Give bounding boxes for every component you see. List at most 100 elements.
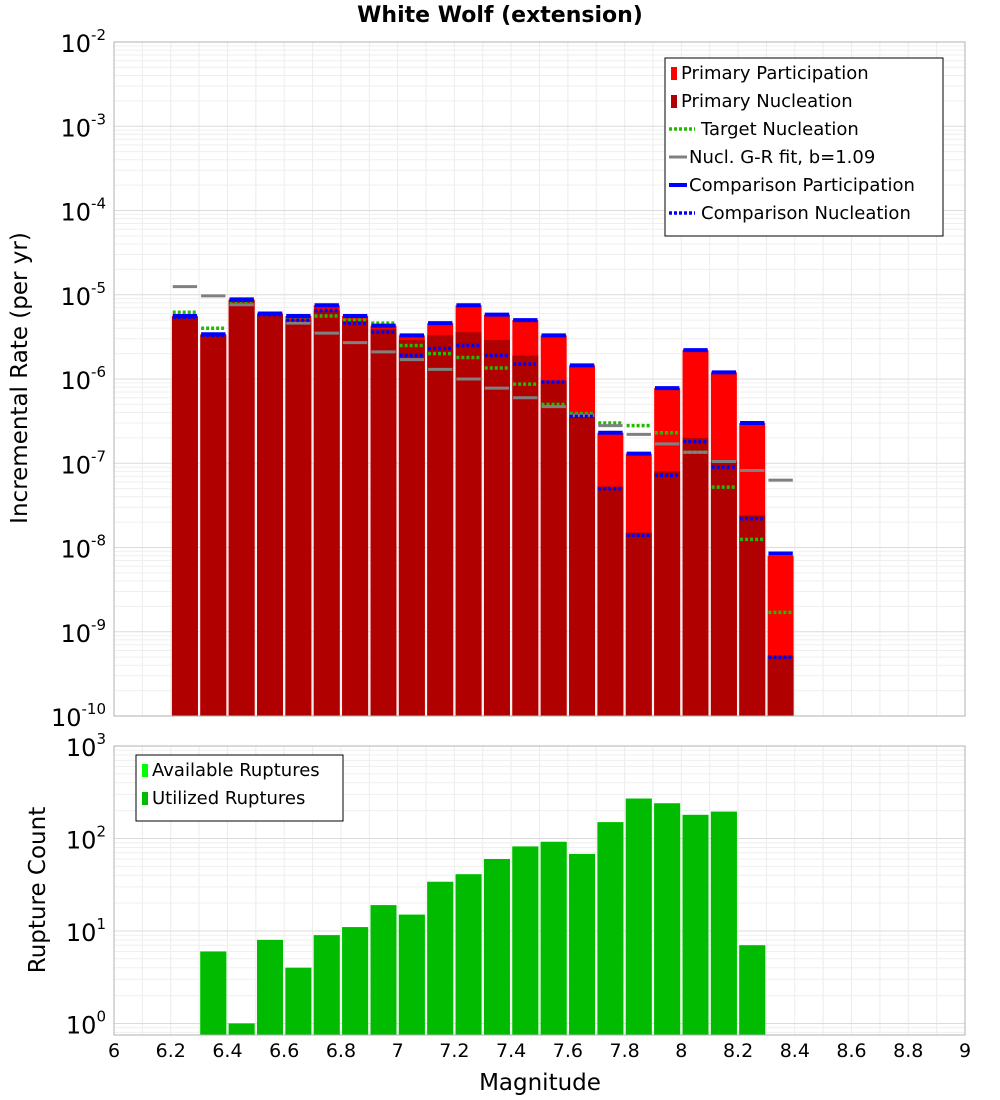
bar-utilized-ruptures (682, 814, 709, 1035)
y-axis-label-rate: Incremental Rate (per yr) (7, 232, 33, 524)
top-plot-area: 10-10 10-9 10-8 10-7 10-6 10-5 10-4 10-3 10-2 Pri… (51, 26, 966, 732)
bar-primary-nucleation (228, 300, 255, 716)
bar-primary-nucleation (455, 332, 482, 716)
y-tick-label: 100 (66, 1007, 106, 1039)
legend-entry-nucl-g-r-fit-b-1-09: Nucl. G-R fit, b=1.09 (689, 147, 875, 168)
x-tick-labels: 6 6.2 6.4 6.6 6.8 7 7.2 7.4 7.6 7.8 8 8.2 8.4 8.6 8.8 9 (108, 1040, 971, 1062)
y-tick-label: 10-8 (60, 532, 106, 564)
bar-utilized-ruptures (483, 858, 510, 1035)
bar-primary-nucleation (512, 355, 539, 716)
x-tick-label: 7.6 (553, 1040, 583, 1062)
chart-title: White Wolf (extension) (357, 3, 643, 28)
x-tick-label: 7.8 (609, 1040, 639, 1062)
y-tick-label: 101 (66, 915, 106, 947)
legend-swatch-utilized-ruptures (142, 792, 148, 805)
bar-primary-nucleation (682, 437, 709, 716)
bar-primary-nucleation (370, 329, 397, 716)
bar-primary-nucleation (200, 335, 227, 716)
legend: Primary Participation Primary Nucleation T… (664, 57, 944, 237)
bar-primary-nucleation (257, 314, 283, 716)
x-tick-label: 6 (108, 1040, 120, 1062)
bar-primary-nucleation (597, 486, 624, 716)
x-tick-label: 7.2 (439, 1040, 469, 1062)
bar-utilized-ruptures (370, 905, 397, 1035)
legend-entry-primary-nucleation: Primary Nucleation (681, 91, 853, 112)
bar-primary-nucleation (625, 532, 652, 716)
y-tick-label: 10-2 (60, 26, 106, 58)
bar-utilized-ruptures (398, 914, 425, 1035)
bar-primary-nucleation (569, 415, 596, 716)
bar-primary-nucleation (285, 320, 312, 716)
legend-entry-comparison-participation: Comparison Participation (689, 175, 915, 196)
x-tick-label: 8.4 (780, 1040, 810, 1062)
bar-utilized-ruptures (228, 1023, 255, 1035)
legend-swatch-primary-participation (671, 67, 677, 80)
bar-primary-nucleation (171, 317, 198, 716)
bar-primary-nucleation (767, 655, 794, 716)
x-axis-label-magnitude: Magnitude (479, 1070, 601, 1096)
legend-entry-comparison-nucleation: Comparison Nucleation (701, 203, 911, 224)
y-tick-label: 10-6 (60, 363, 106, 395)
bar-utilized-ruptures (427, 881, 454, 1035)
y-tick-label: 102 (66, 822, 106, 854)
bar-utilized-ruptures (540, 841, 567, 1035)
bar-primary-nucleation (540, 380, 567, 716)
legend-box (664, 57, 944, 237)
bar-utilized-ruptures (739, 945, 766, 1035)
bars-group (200, 798, 766, 1035)
bar-utilized-ruptures (285, 967, 312, 1035)
bar-utilized-ruptures (569, 853, 596, 1035)
legend-swatch-primary-nucleation (671, 95, 677, 108)
y-tick-label: 10-5 (60, 279, 106, 311)
y-tick-label: 10-3 (60, 110, 106, 142)
y-tick-label: 10-7 (60, 447, 106, 479)
marker-lines (172, 285, 793, 659)
bar-primary-nucleation (427, 335, 454, 716)
y-tick-labels: 100 101 102 103 (66, 730, 106, 1039)
grid-lines (113, 745, 966, 1035)
plot-frame (113, 745, 966, 1036)
y-tick-labels: 10-10 10-9 10-8 10-7 10-6 10-5 10-4 10-3 10-2 (51, 26, 106, 732)
legend-entry-target-nucleation: Target Nucleation (700, 119, 859, 140)
bar-utilized-ruptures (710, 811, 737, 1035)
y-tick-label: 103 (66, 730, 106, 762)
bar-utilized-ruptures (597, 822, 624, 1035)
bar-utilized-ruptures (455, 874, 482, 1035)
x-tick-label: 8.8 (893, 1040, 923, 1062)
bar-utilized-ruptures (512, 846, 539, 1035)
x-tick-label: 8 (675, 1040, 687, 1062)
legend-entry-utilized-ruptures: Utilized Ruptures (152, 788, 305, 809)
bar-utilized-ruptures (625, 798, 652, 1035)
y-tick-label: 10-9 (60, 616, 106, 648)
y-axis-label-count: Rupture Count (25, 807, 51, 973)
y-tick-label: 10-4 (60, 195, 106, 227)
x-tick-label: 8.2 (723, 1040, 753, 1062)
y-tick-label: 10-10 (51, 700, 106, 732)
bar-primary-nucleation (398, 340, 425, 716)
bar-utilized-ruptures (342, 927, 369, 1035)
grid-lines (113, 41, 966, 717)
x-tick-label: 7 (392, 1040, 404, 1062)
plot-frame (113, 41, 966, 717)
x-tick-label: 6.4 (212, 1040, 242, 1062)
bar-utilized-ruptures (313, 935, 340, 1035)
x-tick-label: 8.6 (836, 1040, 866, 1062)
bottom-plot-area: 100 101 102 103 6 6.2 6.4 6.6 6.8 7 7.2 7.4 7.6 7.8 8 8… (66, 730, 971, 1062)
bar-primary-nucleation (654, 471, 681, 716)
bar-primary-nucleation (342, 320, 369, 716)
legend-entry-available-ruptures: Available Ruptures (152, 760, 320, 781)
bars-group (171, 299, 794, 716)
x-tick-label: 6.6 (269, 1040, 299, 1062)
legend-box (135, 754, 344, 822)
bar-primary-nucleation (483, 340, 510, 716)
x-tick-label: 9 (959, 1040, 971, 1062)
bar-utilized-ruptures (257, 939, 283, 1035)
legend-entry-primary-participation: Primary Participation (681, 63, 869, 84)
bar-primary-nucleation (739, 515, 766, 716)
bar-utilized-ruptures (654, 803, 681, 1035)
x-tick-label: 6.2 (156, 1040, 186, 1062)
x-tick-label: 6.8 (326, 1040, 356, 1062)
bar-utilized-ruptures (200, 951, 227, 1035)
